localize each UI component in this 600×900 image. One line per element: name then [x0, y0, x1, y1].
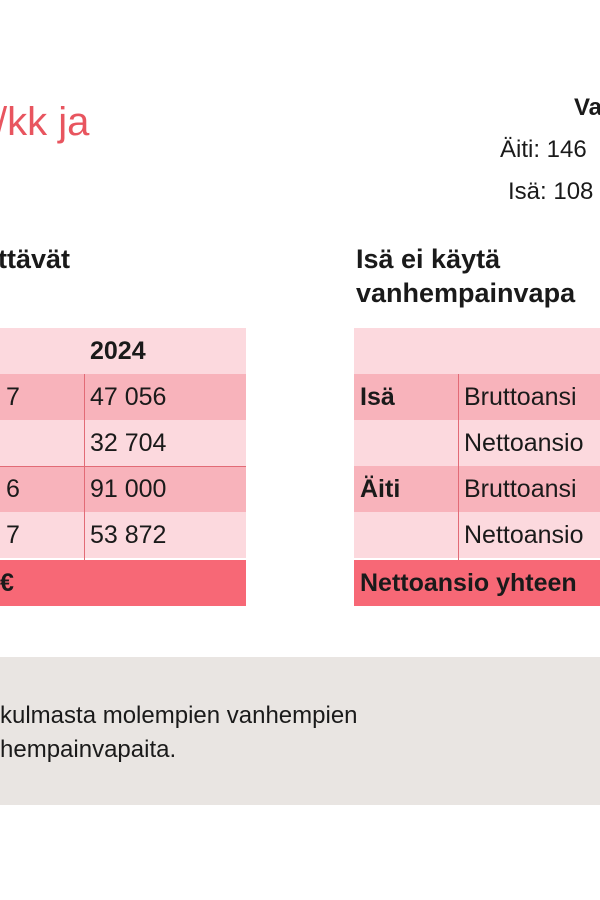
right-table-total: Nettoansio yhteen	[354, 560, 600, 606]
left-table-total: €	[0, 560, 246, 606]
right-table-cell-what: Bruttoansi	[458, 466, 600, 512]
right-table-heading-line-1: Isä ei käytä	[356, 244, 501, 274]
right-table-cell-who: Isä	[354, 374, 458, 420]
right-table-header-row	[354, 328, 600, 374]
right-table-cell-who: Äiti	[354, 466, 458, 512]
left-table-cell	[0, 420, 84, 466]
left-table-divider	[84, 374, 85, 560]
left-table-header-row	[0, 328, 246, 374]
left-table-row-divider	[0, 466, 246, 467]
right-table-divider	[458, 374, 459, 560]
right-table-cell-what: Nettoansio	[458, 512, 600, 558]
left-table-cell: 6	[0, 466, 84, 512]
note-line-2: hempainvapaita.	[0, 736, 177, 763]
right-table-cell-who	[354, 420, 458, 466]
left-table-cell: 91 000	[84, 466, 246, 512]
left-table-header-year: 2024	[90, 337, 146, 365]
note-line-1: kulmasta molempien vanhempien	[0, 702, 358, 729]
left-table-cell: 53 872	[84, 512, 246, 558]
left-table-cell: 7	[0, 374, 84, 420]
right-table-cell-who	[354, 512, 458, 558]
info-line-father: Isä: 108	[508, 178, 594, 205]
right-table-heading-line-2: vanhempainvapa	[356, 278, 576, 308]
page-title: /kk ja	[0, 100, 90, 144]
left-table-heading: ttävät	[0, 244, 71, 274]
left-table-cell: 7	[0, 512, 84, 558]
info-line-mother: Äiti: 146	[500, 136, 587, 163]
right-table-cell-what: Bruttoansi	[458, 374, 600, 420]
left-table-cell: 47 056	[84, 374, 246, 420]
right-table-cell-what: Nettoansio	[458, 420, 600, 466]
left-table-cell: 32 704	[84, 420, 246, 466]
note-box: kulmasta molempien vanhempien hempainvap…	[0, 657, 600, 805]
info-title: Va	[574, 94, 600, 121]
